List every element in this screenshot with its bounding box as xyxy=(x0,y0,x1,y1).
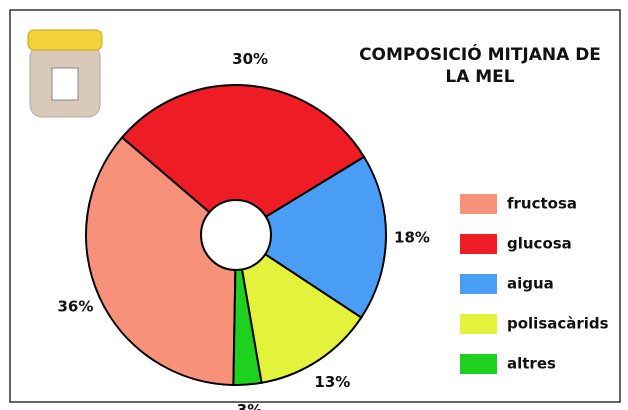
jar-label xyxy=(52,68,78,100)
honey-jar xyxy=(28,30,102,117)
legend-label: glucosa xyxy=(507,235,572,253)
legend-label: aigua xyxy=(507,275,554,293)
legend-swatch xyxy=(460,354,497,374)
legend-swatch xyxy=(460,274,497,294)
legend-swatch xyxy=(460,314,497,334)
legend-swatch xyxy=(460,194,497,214)
legend: fructosa glucosa aigua polisacàrids altres xyxy=(460,194,609,374)
pie-hole xyxy=(201,200,271,270)
legend-swatch xyxy=(460,234,497,254)
jar-lid xyxy=(28,30,102,50)
value-label: 30% xyxy=(232,50,268,68)
value-label: 13% xyxy=(314,373,350,391)
value-label: 18% xyxy=(394,229,430,247)
chart-title: COMPOSICIÓ MITJANA DE LA MEL xyxy=(345,44,615,88)
chart: 36% 30% 18% 13% 3% fructosa glucosa aigua polis… xyxy=(0,0,628,410)
legend-label: polisacàrids xyxy=(507,315,609,333)
legend-label: altres xyxy=(507,355,556,373)
legend-label: fructosa xyxy=(507,195,577,213)
value-label: 3% xyxy=(237,401,262,410)
value-label: 36% xyxy=(58,298,94,316)
